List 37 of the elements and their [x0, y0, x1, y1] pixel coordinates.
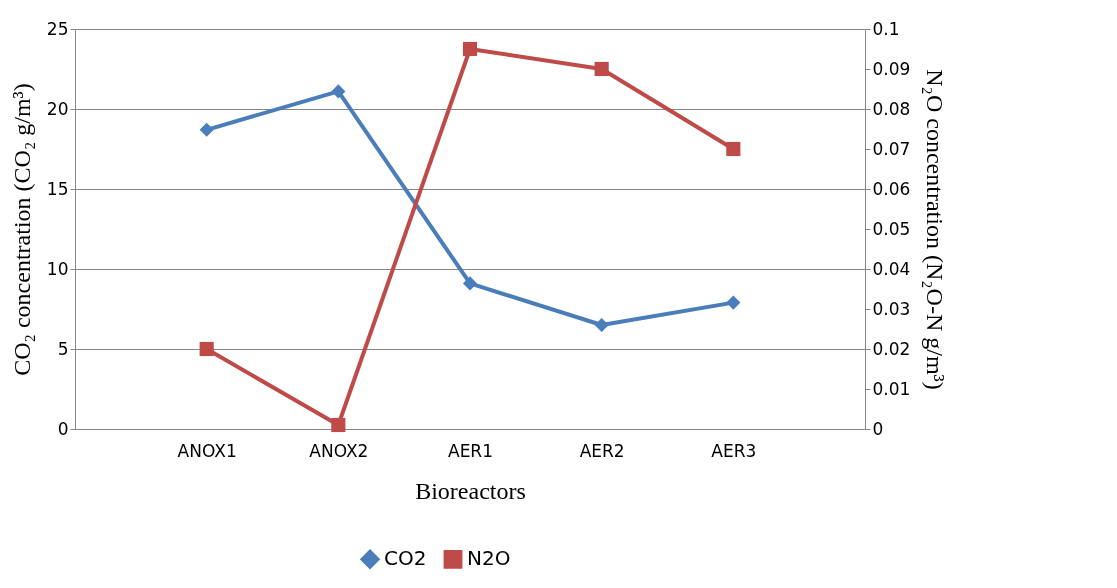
point — [726, 295, 741, 310]
y2-tick-label: 0.05 — [872, 218, 911, 239]
x-tick-label: ANOX1 — [177, 440, 237, 461]
y2-tick-label: 0.09 — [872, 58, 911, 79]
y2-tick-label: 0.06 — [872, 178, 911, 199]
y2-axis-title: N₂O concentration (N₂O-N g/m³) — [922, 69, 949, 390]
y2-tick-label: 0.07 — [872, 138, 911, 159]
point — [462, 276, 478, 291]
x-tick-label: AER2 — [579, 440, 625, 461]
point — [199, 341, 214, 357]
y2-tick-label: 0 — [872, 418, 884, 439]
y2-tick-label: 0.03 — [872, 298, 911, 319]
y-tick-label: 0 — [57, 418, 69, 439]
y2-tick-label: 0.04 — [872, 258, 911, 279]
point — [594, 317, 609, 333]
legend-label: N2O — [467, 546, 511, 571]
point — [462, 41, 478, 57]
point — [726, 141, 741, 157]
y-tick-label: 10 — [46, 258, 69, 279]
point — [594, 61, 609, 77]
x-axis-title: Bioreactors — [415, 477, 526, 504]
y2-tick-label: 0.08 — [872, 98, 911, 119]
y-tick-label: 25 — [46, 18, 69, 39]
x-tick-label: AER1 — [448, 440, 493, 461]
x-tick-label: ANOX2 — [309, 440, 369, 461]
y-tick-label: 5 — [57, 338, 69, 359]
point — [331, 417, 346, 433]
point — [331, 84, 346, 99]
y-tick-label: 15 — [46, 178, 69, 199]
y2-tick-label: 0.02 — [872, 338, 911, 359]
y-tick-label: 20 — [46, 98, 69, 119]
y-axis-title: CO₂ concentration (CO₂ g/m³) — [8, 83, 35, 376]
y2-tick-label: 0.1 — [872, 18, 900, 39]
legend-label: CO2 — [384, 546, 427, 571]
y2-tick-label: 0.01 — [872, 378, 911, 399]
x-tick-label: AER3 — [711, 440, 757, 461]
point — [199, 122, 214, 137]
